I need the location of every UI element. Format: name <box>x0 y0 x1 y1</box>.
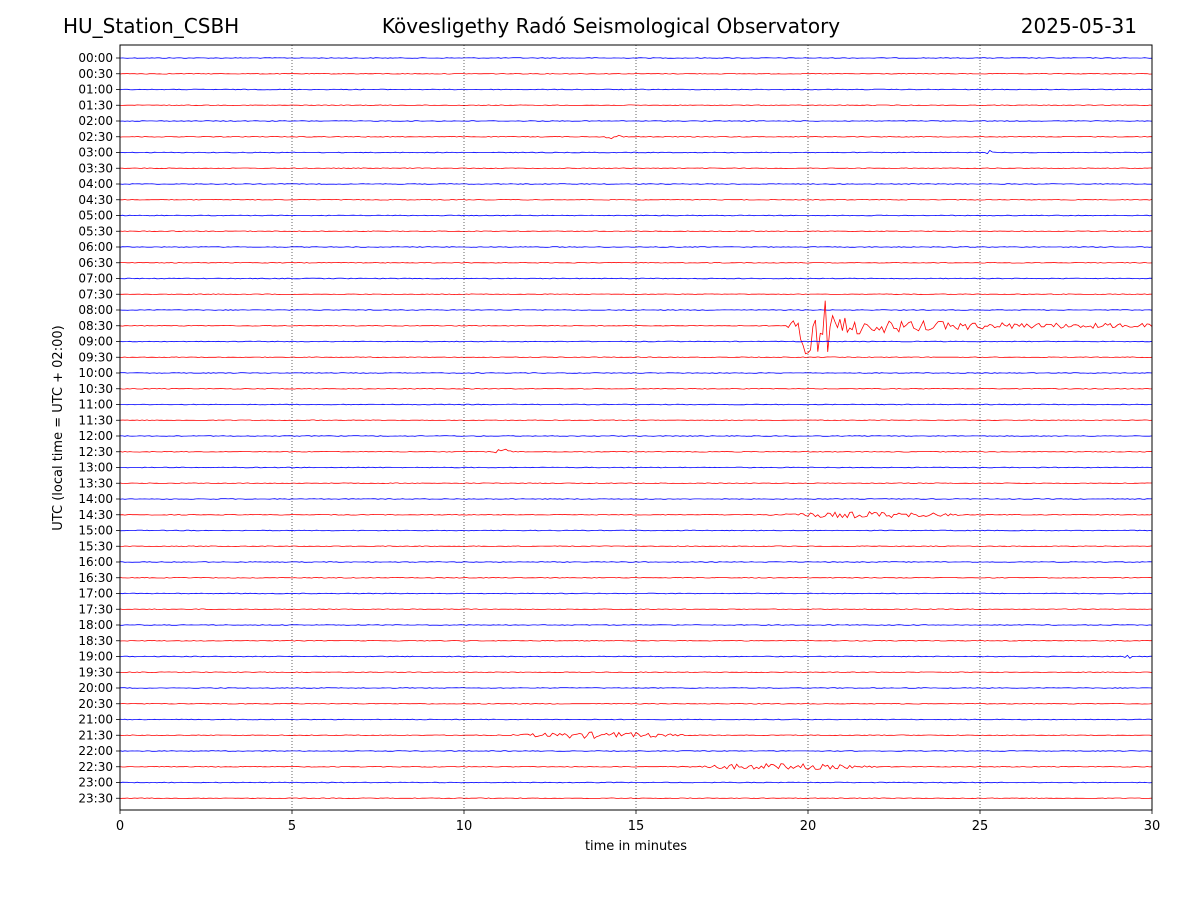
y-tick-label: 02:00 <box>78 114 113 128</box>
x-axis-label: time in minutes <box>585 839 687 854</box>
y-tick-label: 12:00 <box>78 429 113 443</box>
y-tick-label: 14:00 <box>78 492 113 506</box>
y-tick-label: 20:00 <box>78 681 113 695</box>
y-tick-label: 16:00 <box>78 555 113 569</box>
y-tick-label: 09:30 <box>78 350 113 364</box>
grid-group <box>291 45 981 810</box>
trace-line <box>119 592 1153 595</box>
x-tick-label: 25 <box>972 819 989 834</box>
y-axis-label: UTC (local time = UTC + 02:00) <box>51 325 66 530</box>
y-tick-label: 13:00 <box>78 461 113 475</box>
y-tick-label: 18:30 <box>78 634 113 648</box>
y-tick-label: 14:30 <box>78 508 113 522</box>
y-tick-label: 18:00 <box>78 618 113 632</box>
y-tick-label: 10:30 <box>78 382 113 396</box>
trace-line <box>119 511 1153 519</box>
y-tick-label: 22:00 <box>78 744 113 758</box>
y-tick-label: 17:30 <box>78 602 113 616</box>
y-tick-label: 15:30 <box>78 539 113 553</box>
y-tick-label: 03:30 <box>78 161 113 175</box>
x-tick-label: 20 <box>800 819 817 834</box>
y-tick-label: 09:00 <box>78 335 113 349</box>
trace-line <box>119 781 1153 784</box>
y-tick-label: 00:30 <box>78 67 113 81</box>
trace-line <box>119 134 1152 140</box>
y-tick-label: 06:30 <box>78 256 113 270</box>
trace-line <box>120 198 1153 201</box>
y-tick-label: 01:30 <box>78 98 113 112</box>
trace-line <box>119 261 1153 264</box>
trace-line <box>119 654 1153 659</box>
trace-line <box>119 88 1153 91</box>
y-tick-label: 01:00 <box>78 83 113 97</box>
trace-line <box>119 72 1153 75</box>
y-tick-label: 23:00 <box>78 776 113 790</box>
trace-line <box>119 214 1153 217</box>
y-tick-label: 03:00 <box>78 146 113 160</box>
y-tick-label: 21:30 <box>78 728 113 742</box>
y-tick-label: 13:30 <box>78 476 113 490</box>
x-tick-label: 10 <box>456 819 473 834</box>
y-tick-label: 05:30 <box>78 224 113 238</box>
y-tick-label: 15:00 <box>78 524 113 538</box>
y-tick-label: 23:30 <box>78 791 113 805</box>
trace-line <box>119 762 1153 770</box>
date-title: 2025-05-31 <box>1020 14 1137 38</box>
observatory-title: Kövesligethy Radó Seismological Observat… <box>381 14 841 38</box>
trace-line <box>119 639 1152 642</box>
y-tick-label: 12:30 <box>78 445 113 459</box>
trace-line <box>119 387 1153 390</box>
y-tick-label: 17:00 <box>78 587 113 601</box>
trace-line <box>120 403 1153 406</box>
trace-line <box>119 576 1153 579</box>
x-tick-label: 30 <box>1144 819 1161 834</box>
x-tick-label: 5 <box>288 819 296 834</box>
trace-line <box>119 340 1153 343</box>
y-tick-label: 16:30 <box>78 571 113 585</box>
trace-line <box>119 466 1152 469</box>
x-tick-label: 15 <box>628 819 645 834</box>
x-tick-label: 0 <box>116 819 124 834</box>
y-tick-label: 05:00 <box>78 209 113 223</box>
trace-line <box>119 448 1153 454</box>
y-tick-label: 06:00 <box>78 240 113 254</box>
y-tick-label: 04:30 <box>78 193 113 207</box>
y-tick-label: 20:30 <box>78 697 113 711</box>
y-tick-label: 21:00 <box>78 713 113 727</box>
y-tick-label: 22:30 <box>78 760 113 774</box>
trace-line <box>119 718 1153 721</box>
x-axis: 0 5 10 15 20 25 30 <box>116 810 1160 834</box>
trace-line <box>119 149 1153 155</box>
y-tick-label: 07:00 <box>78 272 113 286</box>
y-tick-label: 02:30 <box>78 130 113 144</box>
trace-line <box>119 702 1153 705</box>
trace-line <box>119 529 1153 532</box>
y-tick-label: 07:30 <box>78 287 113 301</box>
y-tick-label: 19:00 <box>78 650 113 664</box>
y-tick-label: 11:30 <box>78 413 113 427</box>
y-tick-label: 00:00 <box>78 51 113 65</box>
y-tick-label: 08:00 <box>78 303 113 317</box>
trace-line <box>119 300 1153 355</box>
y-tick-label: 19:30 <box>78 665 113 679</box>
y-tick-label: 10:00 <box>78 366 113 380</box>
y-tick-label: 04:00 <box>78 177 113 191</box>
y-tick-label: 11:00 <box>78 398 113 412</box>
trace-line <box>119 277 1153 280</box>
station-title: HU_Station_CSBH <box>63 14 240 38</box>
y-tick-label: 08:30 <box>78 319 113 333</box>
